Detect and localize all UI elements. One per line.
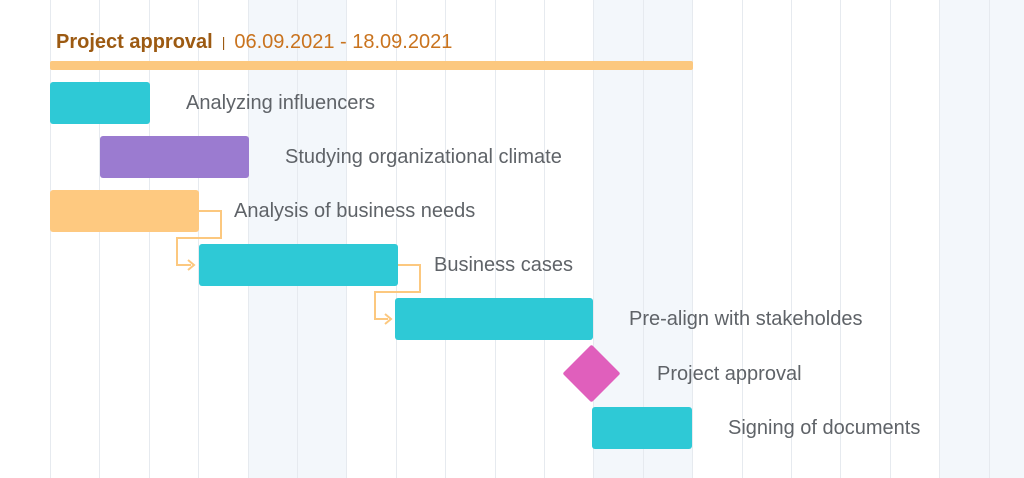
weekend-column xyxy=(939,0,1024,478)
grid-line xyxy=(50,0,51,478)
grid-line xyxy=(791,0,792,478)
summary-task-header[interactable]: Project approval | 06.09.2021 - 18.09.20… xyxy=(56,28,452,56)
grid-line xyxy=(149,0,150,478)
grid-line xyxy=(593,0,594,478)
grid-line xyxy=(989,0,990,478)
grid-line xyxy=(198,0,199,478)
dependency-arrow-head xyxy=(384,313,393,325)
grid-line xyxy=(544,0,545,478)
summary-separator: | xyxy=(221,34,226,50)
grid-line xyxy=(248,0,249,478)
summary-task-dates: 06.09.2021 - 18.09.2021 xyxy=(234,30,453,53)
task-label-analyzing-influencers: Analyzing influencers xyxy=(186,92,375,114)
grid-line xyxy=(643,0,644,478)
task-bar-studying-organizational-climate[interactable] xyxy=(100,136,249,178)
grid-line xyxy=(495,0,496,478)
summary-task-name: Project approval xyxy=(56,30,213,53)
grid-line xyxy=(840,0,841,478)
task-label-analysis-of-business-needs: Analysis of business needs xyxy=(234,200,476,222)
task-bar-signing-of-documents[interactable] xyxy=(592,407,692,449)
task-label-signing-of-documents: Signing of documents xyxy=(728,417,921,439)
dependency-arrow-head xyxy=(187,259,196,271)
grid-line xyxy=(939,0,940,478)
task-bar-pre-align-with-stakeholders[interactable] xyxy=(395,298,593,340)
task-label-business-cases: Business cases xyxy=(434,254,573,276)
grid-line xyxy=(297,0,298,478)
milestone-label-project-approval: Project approval xyxy=(657,363,802,385)
task-bar-analysis-of-business-needs[interactable] xyxy=(50,190,199,232)
grid-line xyxy=(692,0,693,478)
grid-line xyxy=(396,0,397,478)
task-bar-business-cases[interactable] xyxy=(199,244,398,286)
grid-line xyxy=(890,0,891,478)
grid-line xyxy=(99,0,100,478)
grid-line xyxy=(445,0,446,478)
task-label-studying-organizational-climate: Studying organizational climate xyxy=(285,146,562,168)
grid-line xyxy=(346,0,347,478)
task-label-pre-align-with-stakeholders: Pre-align with stakeholdes xyxy=(629,308,863,330)
grid-line xyxy=(742,0,743,478)
summary-task-bar[interactable] xyxy=(50,61,693,70)
task-bar-analyzing-influencers[interactable] xyxy=(50,82,150,124)
